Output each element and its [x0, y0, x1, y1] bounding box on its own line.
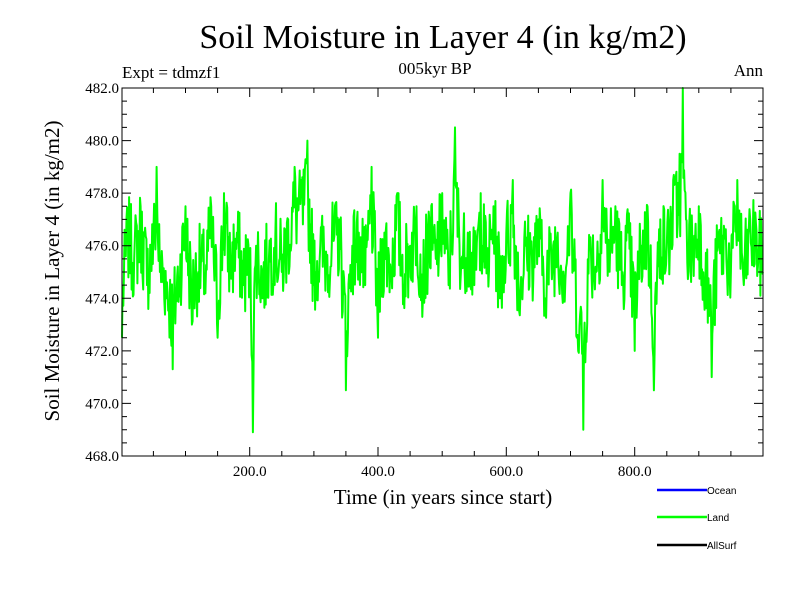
- season-label: Ann: [734, 61, 764, 80]
- legend-label-land: Land: [707, 513, 729, 524]
- y-tick-label: 482.0: [85, 81, 119, 97]
- series-line-land: [121, 87, 764, 434]
- experiment-label: Expt = tdmzf1: [122, 63, 220, 82]
- y-tick-label: 468.0: [85, 449, 119, 465]
- plot-frame: [121, 87, 764, 457]
- y-tick-labels: 468.0 470.0 472.0 474.0 476.0 478.0 480.0 482.0: [85, 81, 119, 465]
- y-tick-label: 480.0: [85, 134, 119, 150]
- legend-label-allsurf: AllSurf: [707, 541, 737, 552]
- x-tick-labels: 200.0 400.0 600.0 800.0: [233, 464, 652, 480]
- legend-label-ocean: Ocean: [707, 486, 736, 497]
- tick-marks-path: [122, 88, 763, 456]
- y-tick-label: 470.0: [85, 396, 119, 412]
- tick-marks: [122, 88, 763, 456]
- x-axis-label: Time (in years since start): [334, 485, 553, 509]
- series-group: [121, 87, 764, 434]
- chart-subtitle: 005kyr BP: [398, 59, 471, 78]
- plot-area: 468.0 470.0 472.0 474.0 476.0 478.0 480.0 482.0…: [85, 81, 764, 480]
- y-tick-label: 478.0: [85, 186, 119, 202]
- x-tick-label: 200.0: [233, 464, 267, 480]
- x-tick-label: 400.0: [361, 464, 395, 480]
- chart-title: Soil Moisture in Layer 4 (in kg/m2): [199, 19, 686, 56]
- x-tick-label: 600.0: [489, 464, 523, 480]
- y-tick-label: 472.0: [85, 344, 119, 360]
- legend: Ocean Land AllSurf: [657, 486, 737, 552]
- x-tick-label: 800.0: [618, 464, 652, 480]
- y-tick-label: 476.0: [85, 239, 119, 255]
- y-axis-label: Soil Moisture in Layer 4 (in kg/m2): [40, 121, 64, 422]
- y-tick-label: 474.0: [85, 291, 119, 307]
